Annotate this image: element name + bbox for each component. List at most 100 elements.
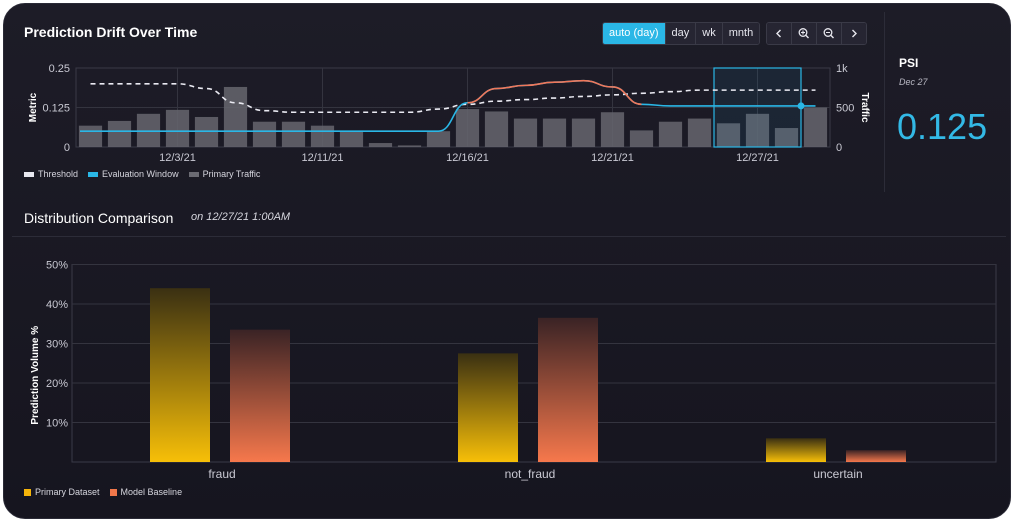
y-tick-label: 50% (46, 260, 68, 272)
threshold-line (90, 83, 816, 114)
traffic-bar (774, 128, 799, 147)
y-axis-label: Metric (28, 92, 39, 122)
x-tick-label: fraud (208, 467, 235, 481)
traffic-bar (426, 131, 451, 147)
traffic-bar (223, 86, 248, 147)
legend-item-evaluation-window[interactable]: Evaluation Window (88, 169, 179, 179)
plot-frame (71, 264, 997, 463)
traffic-bar (165, 109, 190, 147)
traffic-bar (455, 109, 480, 147)
y-tick-label: 20% (46, 378, 68, 390)
traffic-bar (310, 125, 335, 147)
y-tick-label: 40% (46, 299, 68, 311)
granularity-month[interactable]: mnth (722, 23, 760, 44)
legend-label: Primary Traffic (202, 169, 261, 179)
zoom-in-icon (798, 28, 810, 39)
psi-label: PSI (899, 56, 919, 70)
traffic-bar (397, 145, 422, 147)
x-tick-label: 12/27/21 (736, 152, 779, 164)
traffic-bar (745, 113, 770, 147)
distribution-chart: 10% 20% 30% 40% 50% Prediction Volume % fraud n… (30, 260, 997, 481)
legend-label: Model Baseline (120, 487, 183, 497)
traffic-bar (484, 111, 509, 147)
navigation-controls (766, 22, 868, 45)
traffic-bar (658, 121, 683, 147)
distribution-subtitle: on 12/27/21 1:00AM (191, 211, 291, 223)
drift-legend: Threshold Evaluation Window Primary Traf… (24, 169, 260, 179)
distribution-legend: Primary Dataset Model Baseline (24, 487, 182, 497)
legend-item-threshold[interactable]: Threshold (24, 169, 78, 179)
traffic-bar (687, 118, 712, 147)
y-tick-label: 30% (46, 339, 68, 351)
bar-model-baseline (538, 317, 598, 462)
legend-item-primary-traffic[interactable]: Primary Traffic (188, 169, 261, 179)
y-axis-label: Prediction Volume % (30, 326, 41, 425)
distribution-title: Distribution Comparison (24, 210, 174, 226)
traffic-bar (571, 118, 596, 147)
dashboard-card: Prediction Drift Over Time auto (day) da… (3, 3, 1011, 519)
y2-tick-label: 1k (836, 63, 848, 75)
bar-model-baseline (846, 450, 906, 462)
next-button[interactable] (842, 23, 867, 44)
evaluation-point (797, 102, 805, 110)
traffic-bar (339, 131, 364, 147)
metric-drift-segment (467, 79, 642, 106)
y-tick-label: 0 (64, 142, 70, 154)
x-tick-label: 12/3/21 (159, 152, 196, 164)
chart-controls: auto (day) day wk mnth (602, 22, 868, 45)
drift-chart: 0 0.125 0.25 0 500 1k 12/3/21 12/11/21 12/16/21 1… (28, 63, 870, 164)
bar-primary-dataset (150, 288, 210, 462)
traffic-bar (252, 121, 277, 147)
traffic-bar (78, 125, 103, 147)
traffic-bar (542, 118, 567, 147)
chevron-left-icon (776, 29, 782, 38)
x-tick-label: uncertain (813, 467, 862, 481)
y2-tick-label: 0 (836, 142, 842, 154)
traffic-bar (513, 118, 538, 147)
metric-line (80, 79, 816, 132)
traffic-bar (803, 107, 828, 147)
legend-swatch (109, 488, 117, 496)
legend-swatch (88, 171, 99, 177)
granularity-auto-day[interactable]: auto (day) (603, 23, 666, 44)
x-tick-label: not_fraud (505, 467, 556, 481)
legend-label: Primary Dataset (35, 487, 100, 497)
y-tick-label: 0.25 (49, 63, 70, 75)
legend-label: Threshold (38, 169, 79, 179)
bar-primary-dataset (766, 438, 826, 462)
legend-item-model-baseline[interactable]: Model Baseline (109, 487, 183, 497)
y2-axis-label: Traffic (859, 92, 870, 122)
x-tick-label: 12/11/21 (301, 152, 343, 164)
legend-swatch (24, 171, 34, 177)
legend-item-primary-dataset[interactable]: Primary Dataset (24, 487, 100, 497)
drift-title: Prediction Drift Over Time (24, 24, 198, 40)
psi-date: Dec 27 (899, 77, 928, 87)
zoom-in-button[interactable] (792, 23, 818, 44)
legend-label: Evaluation Window (102, 169, 179, 179)
legend-swatch (188, 171, 199, 177)
prev-button[interactable] (767, 23, 793, 44)
chevron-right-icon (852, 29, 858, 38)
legend-swatch (24, 488, 31, 496)
traffic-bar (107, 120, 132, 147)
traffic-bar (629, 130, 654, 147)
x-tick-label: 12/21/21 (591, 152, 634, 164)
traffic-bar (716, 123, 741, 147)
zoom-out-button[interactable] (817, 23, 843, 44)
y-tick-label: 0.125 (42, 103, 70, 115)
x-tick-label: 12/16/21 (446, 152, 489, 164)
zoom-out-icon (823, 28, 835, 39)
traffic-bar (368, 143, 393, 147)
evaluation-window (713, 67, 802, 148)
granularity-day[interactable]: day (665, 23, 697, 44)
section-divider (12, 236, 1006, 237)
y-tick-label: 10% (46, 418, 68, 430)
psi-panel: PSI Dec 27 0.125 (884, 12, 1010, 192)
psi-value: 0.125 (897, 106, 988, 147)
bar-primary-dataset (458, 353, 518, 462)
traffic-bar (600, 112, 625, 147)
bar-model-baseline (230, 329, 290, 462)
y2-tick-label: 500 (836, 103, 854, 115)
granularity-week[interactable]: wk (696, 23, 723, 44)
granularity-toggle: auto (day) day wk mnth (602, 22, 761, 45)
